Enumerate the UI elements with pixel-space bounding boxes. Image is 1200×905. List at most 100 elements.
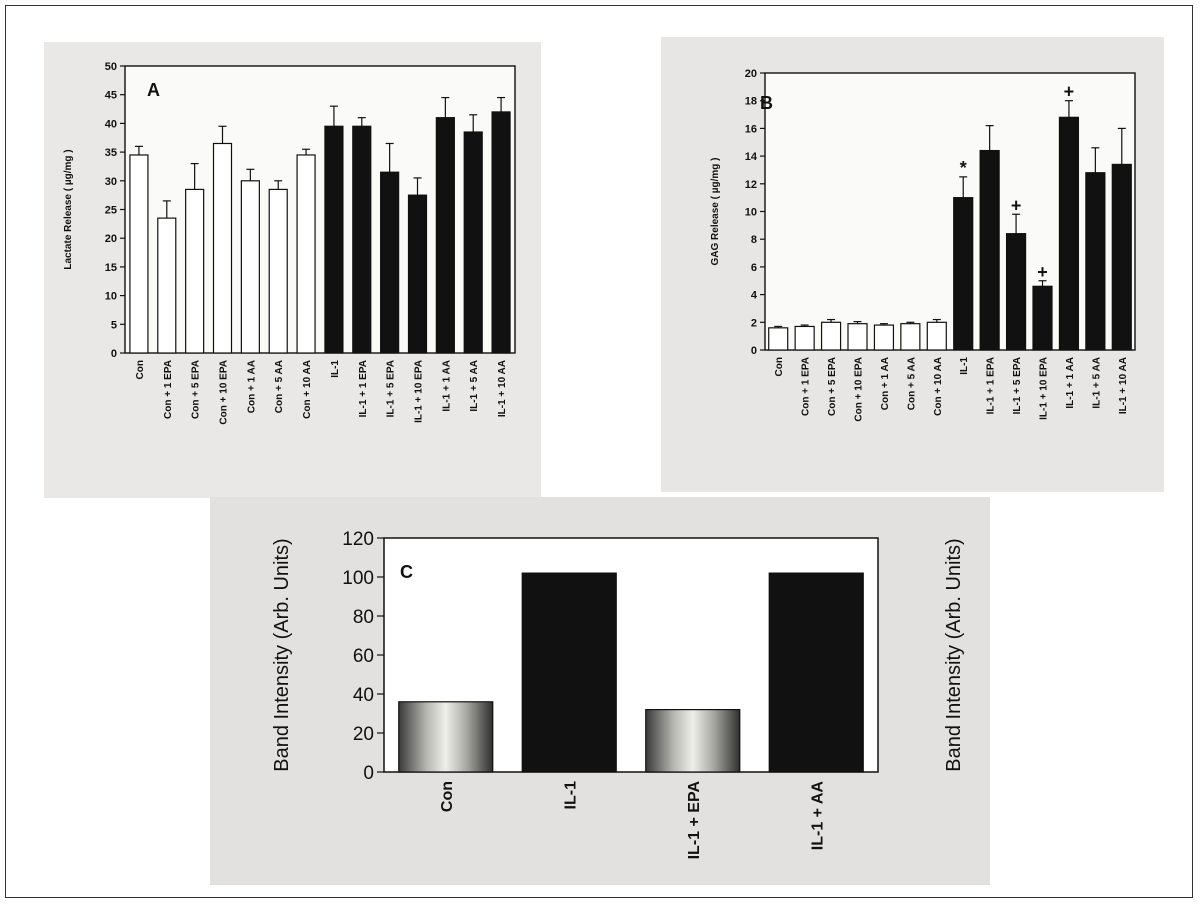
panel-letter: A bbox=[147, 80, 160, 100]
y-tick-label-2: 40 bbox=[353, 685, 374, 706]
bar-5 bbox=[268, 188, 288, 354]
category-label-6: Con + 10 AA bbox=[933, 357, 944, 416]
y-tick-label-3: 15 bbox=[105, 262, 117, 274]
category-label-7: IL-1 bbox=[330, 360, 341, 378]
y-tick-label-9: 18 bbox=[745, 96, 757, 108]
significance-mark-7: * bbox=[960, 158, 967, 178]
y-tick-label-8: 40 bbox=[105, 118, 117, 130]
y-tick-label-1: 2 bbox=[751, 317, 757, 329]
panel-b-chart: 0 2 4 6 8 10 12 14 16 18 20 GAG Release ( µg/mg ) B C… bbox=[710, 68, 1136, 422]
bar-9 bbox=[380, 171, 400, 354]
category-label-0: Con bbox=[439, 781, 456, 812]
bar-7 bbox=[953, 197, 974, 351]
category-label-1: Con + 1 EPA bbox=[163, 360, 174, 419]
category-label-0: Con bbox=[135, 360, 146, 379]
category-label-0: Con bbox=[774, 357, 785, 376]
bar-3 bbox=[212, 142, 233, 354]
panel-b: 0 2 4 6 8 10 12 14 16 18 20 GAG Release ( µg/mg ) B C… bbox=[661, 37, 1164, 492]
bar-6 bbox=[296, 154, 316, 354]
significance-mark-10: + bbox=[1037, 262, 1048, 282]
bar-3 bbox=[768, 572, 864, 773]
y-tick-label-1: 5 bbox=[111, 319, 117, 331]
y-tick-label-3: 6 bbox=[751, 262, 757, 274]
y-axis-label: Band Intensity (Arb. Units) bbox=[271, 538, 293, 771]
y-tick-label-4: 8 bbox=[751, 234, 757, 246]
y-tick-label-8: 16 bbox=[745, 123, 757, 135]
y-tick-label-2: 10 bbox=[105, 291, 117, 303]
category-label-13: IL-1 + 10 AA bbox=[1118, 357, 1129, 414]
significance-mark-11: + bbox=[1064, 82, 1075, 102]
category-label-2: IL-1 + EPA bbox=[686, 781, 703, 860]
category-label-12: IL-1 + 5 AA bbox=[469, 360, 480, 412]
category-label-1: Con + 1 EPA bbox=[801, 357, 812, 416]
y-tick-label-9: 45 bbox=[105, 90, 117, 102]
bar-11 bbox=[1058, 116, 1080, 351]
bar-4 bbox=[873, 324, 895, 351]
category-label-11: IL-1 + 1 AA bbox=[1065, 357, 1076, 409]
y-tick-label-0: 0 bbox=[751, 345, 757, 357]
bar-10 bbox=[1032, 285, 1053, 351]
y-tick-label-4: 20 bbox=[105, 233, 117, 245]
y-axis-label-right: Band Intensity (Arb. Units) bbox=[943, 538, 965, 771]
panel-letter: C bbox=[400, 562, 413, 582]
y-tick-label-7: 35 bbox=[105, 147, 117, 159]
y-tick-label-6: 12 bbox=[745, 179, 757, 191]
category-label-1: IL-1 bbox=[562, 781, 579, 810]
bar-1 bbox=[794, 325, 815, 351]
category-label-12: IL-1 + 5 AA bbox=[1091, 357, 1102, 409]
y-tick-label-6: 30 bbox=[105, 176, 117, 188]
bar-13 bbox=[1111, 163, 1132, 351]
category-label-5: Con + 5 AA bbox=[274, 360, 285, 413]
y-tick-label-5: 25 bbox=[105, 205, 117, 217]
bar-0 bbox=[768, 327, 789, 351]
bar-0 bbox=[129, 154, 149, 354]
category-label-7: IL-1 bbox=[959, 357, 970, 375]
panel-a: 0 5 10 15 20 25 30 35 40 45 50 Lactate Release ( µg… bbox=[44, 42, 541, 498]
bar-7 bbox=[324, 125, 344, 354]
panel-c: 0 20 40 60 80 100 120 Band Intensity (Arb. Unit… bbox=[210, 497, 990, 885]
bar-6 bbox=[926, 321, 947, 351]
category-label-5: Con + 5 AA bbox=[906, 357, 917, 410]
category-label-10: IL-1 + 10 EPA bbox=[414, 360, 425, 423]
bar-13 bbox=[491, 111, 511, 354]
bar-2 bbox=[645, 709, 741, 773]
bar-4 bbox=[240, 180, 260, 354]
category-label-6: Con + 10 AA bbox=[302, 360, 313, 419]
y-tick-label-5: 10 bbox=[745, 207, 757, 219]
category-label-8: IL-1 + 1 EPA bbox=[358, 360, 369, 417]
y-tick-label-0: 0 bbox=[111, 348, 117, 360]
bar-8 bbox=[352, 125, 372, 354]
y-tick-label-6: 120 bbox=[342, 529, 374, 550]
category-label-4: Con + 1 AA bbox=[246, 360, 257, 413]
bar-5 bbox=[900, 323, 921, 351]
bar-2 bbox=[185, 188, 205, 354]
bar-9 bbox=[1005, 233, 1027, 351]
category-label-3: Con + 10 EPA bbox=[854, 357, 865, 422]
bar-2 bbox=[820, 321, 842, 351]
category-label-8: IL-1 + 1 EPA bbox=[986, 357, 997, 414]
y-tick-label-10: 20 bbox=[745, 68, 757, 80]
bar-0 bbox=[398, 701, 494, 773]
category-label-10: IL-1 + 10 EPA bbox=[1039, 357, 1050, 420]
category-label-3: Con + 10 EPA bbox=[219, 360, 230, 425]
plot-frame bbox=[124, 65, 516, 354]
y-axis-label: GAG Release ( µg/mg ) bbox=[710, 157, 721, 265]
y-tick-label-10: 50 bbox=[105, 61, 117, 73]
figure-frame bbox=[5, 5, 1193, 898]
y-tick-label-1: 20 bbox=[353, 724, 374, 745]
category-label-11: IL-1 + 1 AA bbox=[441, 360, 452, 412]
bar-3 bbox=[847, 323, 868, 351]
y-tick-label-7: 14 bbox=[745, 151, 758, 163]
plot-frame bbox=[764, 72, 1136, 351]
category-label-9: IL-1 + 5 EPA bbox=[1012, 357, 1023, 414]
panel-letter: B bbox=[760, 93, 773, 113]
category-label-3: IL-1 + AA bbox=[809, 781, 826, 851]
y-tick-label-4: 80 bbox=[353, 607, 374, 628]
category-label-13: IL-1 + 10 AA bbox=[497, 360, 508, 417]
panel-a-chart: 0 5 10 15 20 25 30 35 40 45 50 Lactate Release ( µg… bbox=[63, 61, 516, 425]
category-label-2: Con + 5 EPA bbox=[827, 357, 838, 416]
bar-8 bbox=[979, 149, 1000, 351]
significance-mark-9: + bbox=[1011, 195, 1022, 215]
y-tick-label-5: 100 bbox=[342, 568, 374, 589]
y-tick-label-0: 0 bbox=[363, 763, 374, 784]
